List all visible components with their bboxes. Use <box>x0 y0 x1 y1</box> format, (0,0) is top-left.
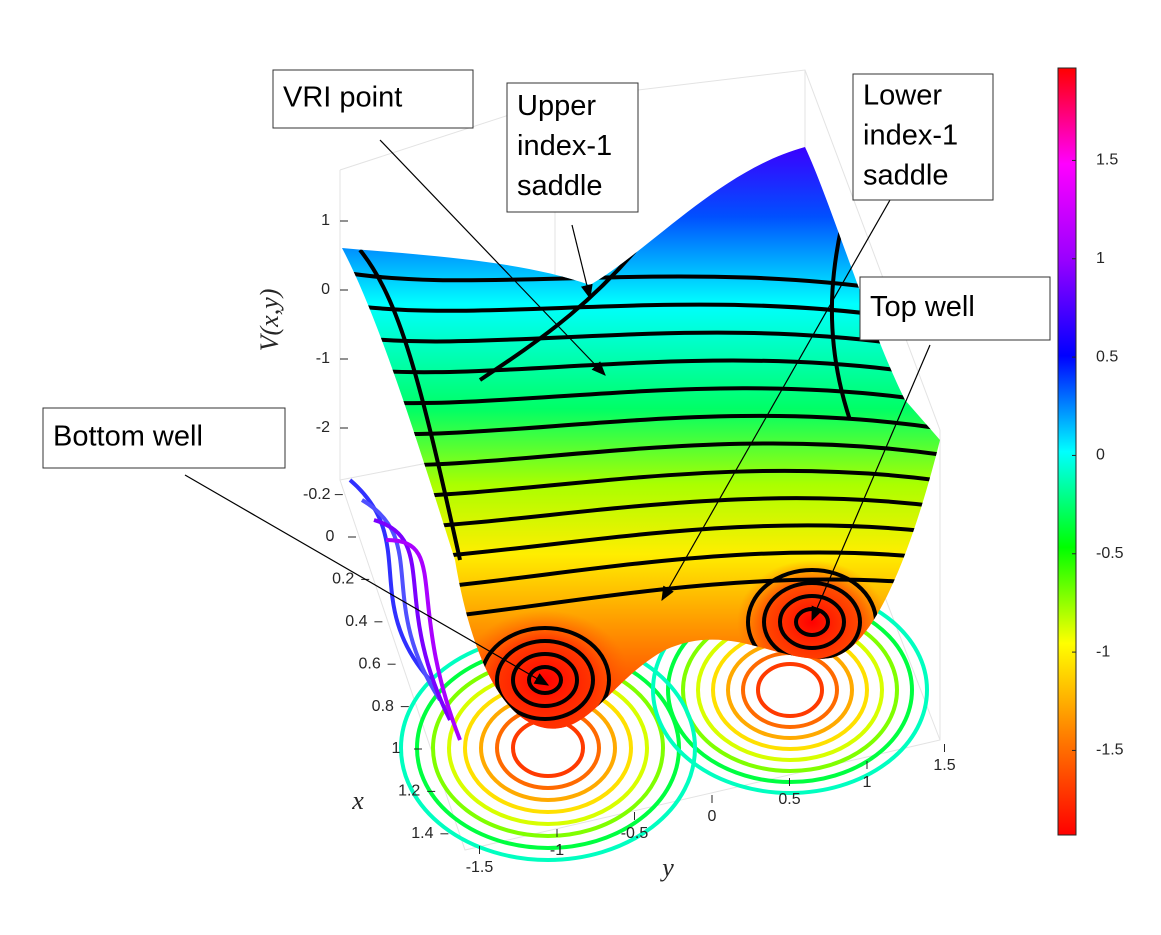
z-tick-label: 1 <box>321 212 330 229</box>
floor-contour <box>348 478 432 682</box>
annotation-arrow <box>184 474 550 686</box>
colorbar: -1.5 -1 -0.5 0 0.5 1 1.5 <box>1057 67 1124 836</box>
annotation-arrow <box>571 224 593 300</box>
x-tick-label: 0.2 <box>332 571 354 588</box>
y-tick-label: 0 <box>708 808 717 825</box>
floor-contour <box>373 518 452 721</box>
z-tick-label: 0 <box>321 281 330 298</box>
level-curve <box>342 268 940 302</box>
x-tick-label: 0 <box>326 528 335 545</box>
x-axis-label: x <box>351 786 364 815</box>
y-axis-label: y <box>659 853 674 882</box>
annotation-text: Top well <box>870 291 975 323</box>
annotation-text: saddle <box>863 160 948 192</box>
annotation-text: index-1 <box>863 120 958 152</box>
colorbar-tick-label: -1.5 <box>1096 742 1124 759</box>
annotation-text: saddle <box>517 170 602 202</box>
level-curve <box>527 665 563 695</box>
annotation-box <box>506 82 639 213</box>
z-tick-label: -1 <box>316 350 330 367</box>
level-curve <box>778 594 846 650</box>
level-curve <box>495 639 595 721</box>
x-tick-label: 1 <box>392 740 401 757</box>
colorbar-body <box>1057 67 1077 836</box>
x-tick-label: 0.4 <box>345 613 367 630</box>
x-tick-label: 0.8 <box>372 698 394 715</box>
x-tick-label: -0.2 <box>303 486 331 503</box>
annotation-box <box>859 276 1051 341</box>
y-tick-label: 0.5 <box>778 791 800 808</box>
colorbar-tick-label: 1 <box>1096 250 1105 267</box>
annotation-arrow <box>379 139 606 376</box>
annotation-arrow <box>661 199 891 602</box>
y-tick-label: 1.5 <box>933 757 955 774</box>
colorbar-tick-label: -0.5 <box>1096 545 1124 562</box>
floor-contour <box>511 718 585 778</box>
floor-contour <box>385 538 462 741</box>
axes: -2 -1 0 1 -0.2 0 0.2 0.4 0.6 0.8 1 1.2 1.4 -1.5 -1 -0.5… <box>255 212 956 882</box>
colorbar-tick-label: -1 <box>1096 643 1110 660</box>
y-tick-label: -1.5 <box>466 859 494 876</box>
y-tick-label: -1 <box>550 842 564 859</box>
floor-contour <box>360 498 442 702</box>
annotation-text: index-1 <box>517 130 612 162</box>
colorbar-tick-label: 0.5 <box>1096 348 1118 365</box>
annotation-arrow <box>811 344 931 622</box>
colorbar-tick-label: 1.5 <box>1096 152 1118 169</box>
level-curve <box>358 248 462 561</box>
x-tick-label: 0.6 <box>358 655 380 672</box>
x-tick-label: 1.2 <box>398 783 420 800</box>
level-curve <box>342 300 940 328</box>
annotation-text: Lower <box>863 80 942 112</box>
level-curve <box>511 652 579 708</box>
annotation-box <box>42 407 286 469</box>
annotation-text: Upper <box>517 90 596 122</box>
annotation-text: VRI point <box>283 82 402 114</box>
floor-contour <box>756 662 824 718</box>
z-tick-label: -2 <box>316 419 330 436</box>
z-axis-label: V(x,y) <box>255 289 284 352</box>
level-curve <box>342 330 940 354</box>
annotations: VRI point Upper index-1 saddle Lower index-1 s… <box>42 69 1051 686</box>
colorbar-tick-label: 0 <box>1096 447 1105 464</box>
y-tick-label: 1 <box>863 774 872 791</box>
annotation-text: Bottom well <box>53 421 203 453</box>
y-tick-label: -0.5 <box>621 825 649 842</box>
annotation-box <box>852 73 994 201</box>
annotation-box <box>272 69 474 129</box>
x-tick-label: 1.4 <box>411 825 433 842</box>
